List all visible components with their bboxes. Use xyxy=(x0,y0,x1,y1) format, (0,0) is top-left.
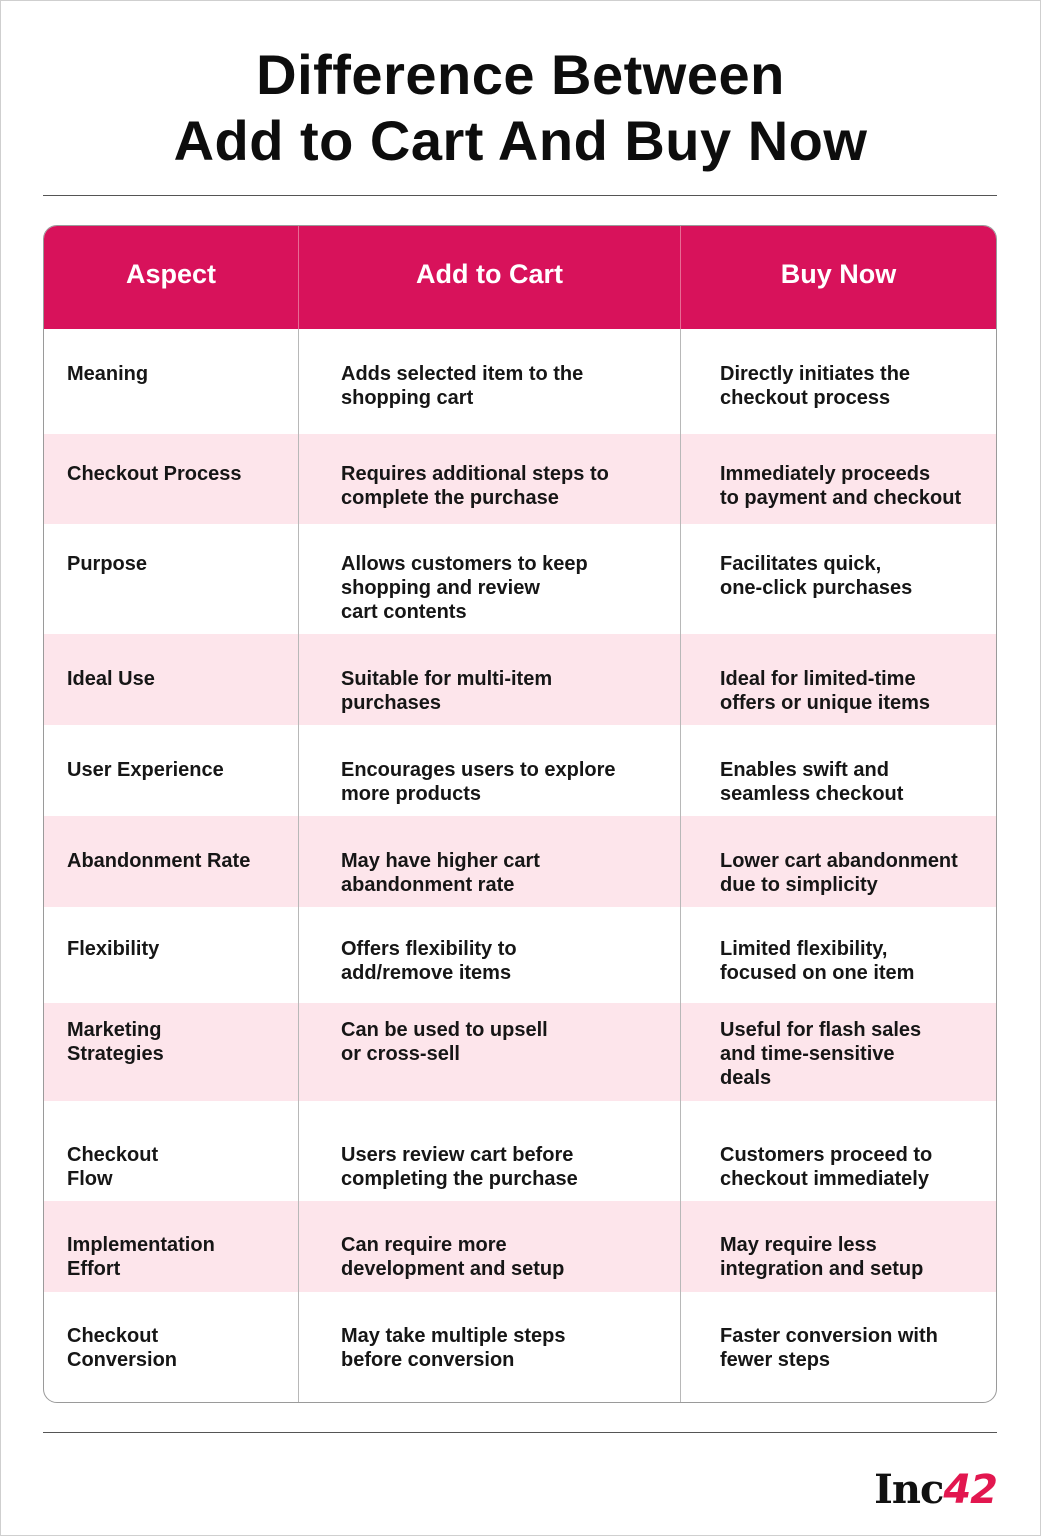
cell-text: May have higher cart abandonment rate xyxy=(298,816,680,907)
cell-text: May take multiple steps before conversio… xyxy=(298,1292,680,1402)
cell-text: Encourages users to explore more product… xyxy=(298,725,680,816)
table-row: Implementation Effort Can require more de… xyxy=(44,1201,996,1292)
brand-text: Inc xyxy=(874,1466,944,1513)
brand-text: 42 xyxy=(943,1467,998,1513)
cell-text: Offers flexibility to add/remove items xyxy=(298,907,680,1003)
row-label: Ideal Use xyxy=(67,668,155,690)
row-label: Marketing Strategies xyxy=(67,1019,164,1065)
comparison-table: Aspect Add to Cart Buy Now Meaning Adds sele… xyxy=(43,225,997,1403)
row-label: User Experience xyxy=(67,759,224,781)
cell-text: Useful for flash sales and time-sensitiv… xyxy=(680,1003,996,1101)
cell-text: Allows customers to keep shopping and re… xyxy=(298,524,680,634)
cell-text: Faster conversion with fewer steps xyxy=(680,1292,996,1402)
column-header: Aspect xyxy=(125,259,217,289)
row-label: Checkout Conversion xyxy=(67,1325,178,1371)
cell-text: Users review cart before completing the … xyxy=(298,1101,680,1201)
column-header: Buy Now xyxy=(680,226,996,329)
row-label: Flexibility xyxy=(67,938,160,960)
row-label: Checkout Flow xyxy=(67,1144,159,1190)
cell-text: Directly initiates the checkout process xyxy=(680,329,996,434)
column-header: Add to Cart xyxy=(298,226,680,329)
cell-text: Suitable for multi-item purchases xyxy=(298,634,680,725)
table-row: Checkout Conversion May take multiple ste… xyxy=(44,1292,996,1402)
row-label: Purpose xyxy=(67,553,148,575)
cell-text: Can be used to upsell or cross-sell xyxy=(298,1003,680,1101)
cell-text: May require less integration and setup xyxy=(680,1201,996,1292)
table-row: Meaning Adds selected item to the shoppin… xyxy=(44,329,996,434)
cell-text: Facilitates quick, one-click purchases xyxy=(680,524,996,634)
title: Add to Cart And Buy Now xyxy=(173,109,868,172)
divider xyxy=(43,195,997,196)
cell-text: Immediately proceeds to payment and chec… xyxy=(680,434,996,524)
cell-text: Can require more development and setup xyxy=(298,1201,680,1292)
table-row: Purpose Allows customers to keep shopping… xyxy=(44,524,996,634)
table-row: Checkout Process Requires additional step… xyxy=(44,434,996,524)
cell-text: Adds selected item to the shopping cart xyxy=(298,329,680,434)
row-label: Abandonment Rate xyxy=(67,850,251,872)
table-row: User Experience Encourages users to explo… xyxy=(44,725,996,816)
cell-text: Requires additional steps to complete th… xyxy=(298,434,680,524)
table-row: Ideal Use Suitable for multi-item purchas… xyxy=(44,634,996,725)
cell-text: Limited flexibility, focused on one item xyxy=(680,907,996,1003)
cell-text: Ideal for limited-time offers or unique … xyxy=(680,634,996,725)
row-label: Checkout Process xyxy=(67,463,242,485)
title: Difference Between xyxy=(256,43,785,106)
row-label: Meaning xyxy=(67,363,149,385)
cell-text: Customers proceed to checkout immediatel… xyxy=(680,1101,996,1201)
brand-logo: Inc42 xyxy=(874,1466,998,1513)
row-label: Implementation Effort xyxy=(67,1234,215,1280)
table-row: Checkout Flow Users review cart before co… xyxy=(44,1101,996,1201)
cell-text: Lower cart abandonment due to simplicity xyxy=(680,816,996,907)
table-row: Marketing Strategies Can be used to upsel… xyxy=(44,1003,996,1101)
divider xyxy=(43,1432,997,1433)
table-row: Abandonment Rate May have higher cart aba… xyxy=(44,816,996,907)
header-row: Aspect Add to Cart Buy Now xyxy=(44,226,996,329)
cell-text: Enables swift and seamless checkout xyxy=(680,725,996,816)
table-row: Flexibility Offers flexibility to add/rem… xyxy=(44,907,996,1003)
